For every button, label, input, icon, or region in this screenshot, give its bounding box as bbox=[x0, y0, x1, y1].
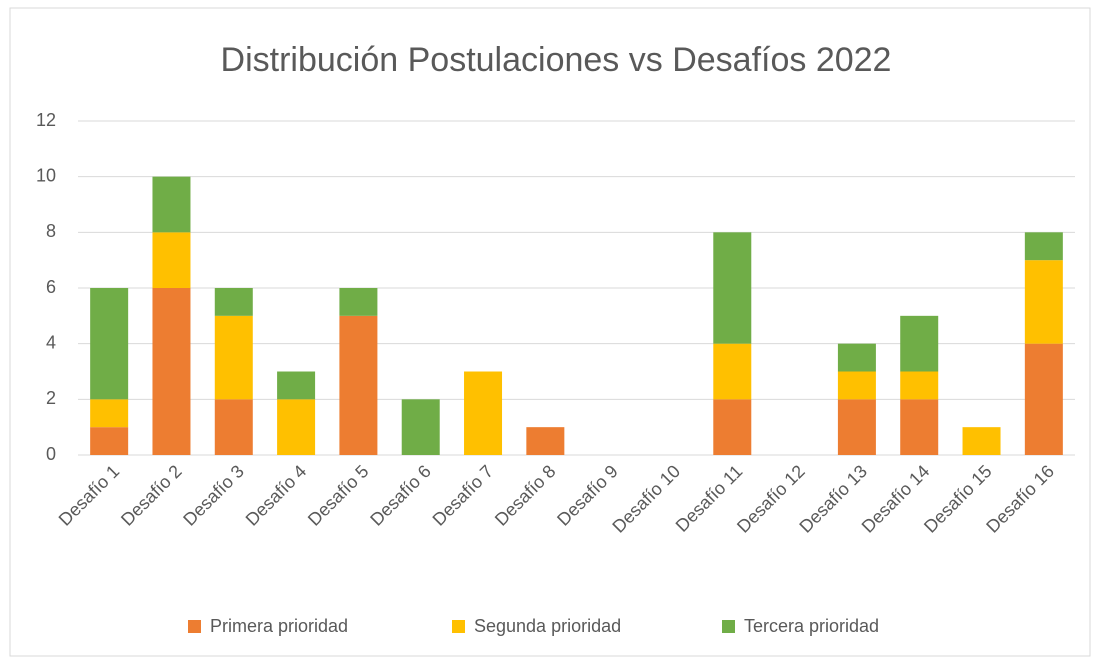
legend-label: Primera prioridad bbox=[210, 616, 348, 636]
bar-segment bbox=[401, 399, 440, 455]
bar-segment bbox=[152, 232, 191, 288]
bar-segment bbox=[900, 315, 939, 372]
bar-segment bbox=[277, 371, 316, 400]
bar-segment bbox=[339, 315, 378, 455]
chart-title: Distribución Postulaciones vs Desafíos 2… bbox=[221, 41, 892, 79]
legend-swatch bbox=[188, 620, 201, 633]
legend-swatch bbox=[452, 620, 465, 633]
bar-segment bbox=[1024, 260, 1063, 344]
bar-segment bbox=[90, 288, 129, 400]
bar-segment bbox=[90, 399, 129, 428]
bar-segment bbox=[713, 232, 752, 344]
y-tick-label: 10 bbox=[36, 165, 56, 185]
bar-segment bbox=[214, 315, 253, 400]
bar-segment bbox=[713, 343, 752, 400]
y-tick-label: 12 bbox=[36, 110, 56, 130]
bar-segment bbox=[713, 399, 752, 455]
bar-segment bbox=[1024, 232, 1063, 261]
legend-swatch bbox=[722, 620, 735, 633]
bar-segment bbox=[837, 371, 876, 400]
y-tick-label: 0 bbox=[46, 444, 56, 464]
bar-segment bbox=[526, 427, 565, 455]
bar-segment bbox=[214, 399, 253, 455]
bar-segment bbox=[464, 371, 503, 455]
bar-segment bbox=[900, 371, 939, 400]
bar-segment bbox=[900, 399, 939, 455]
bar-segment bbox=[837, 399, 876, 455]
y-tick-label: 6 bbox=[46, 277, 56, 297]
bar-segment bbox=[152, 176, 191, 233]
y-tick-label: 2 bbox=[46, 388, 56, 408]
bar-segment bbox=[339, 288, 378, 316]
bar-segment bbox=[962, 427, 1001, 455]
bar-segment bbox=[277, 399, 316, 455]
bar-segment bbox=[1024, 343, 1063, 455]
bar-segment bbox=[90, 427, 129, 455]
legend-label: Segunda prioridad bbox=[474, 616, 621, 636]
y-tick-label: 8 bbox=[46, 221, 56, 241]
bar-segment bbox=[214, 288, 253, 316]
y-tick-label: 4 bbox=[46, 332, 56, 352]
bar-segment bbox=[152, 288, 191, 455]
legend-label: Tercera prioridad bbox=[744, 616, 879, 636]
bar-segment bbox=[837, 343, 876, 372]
